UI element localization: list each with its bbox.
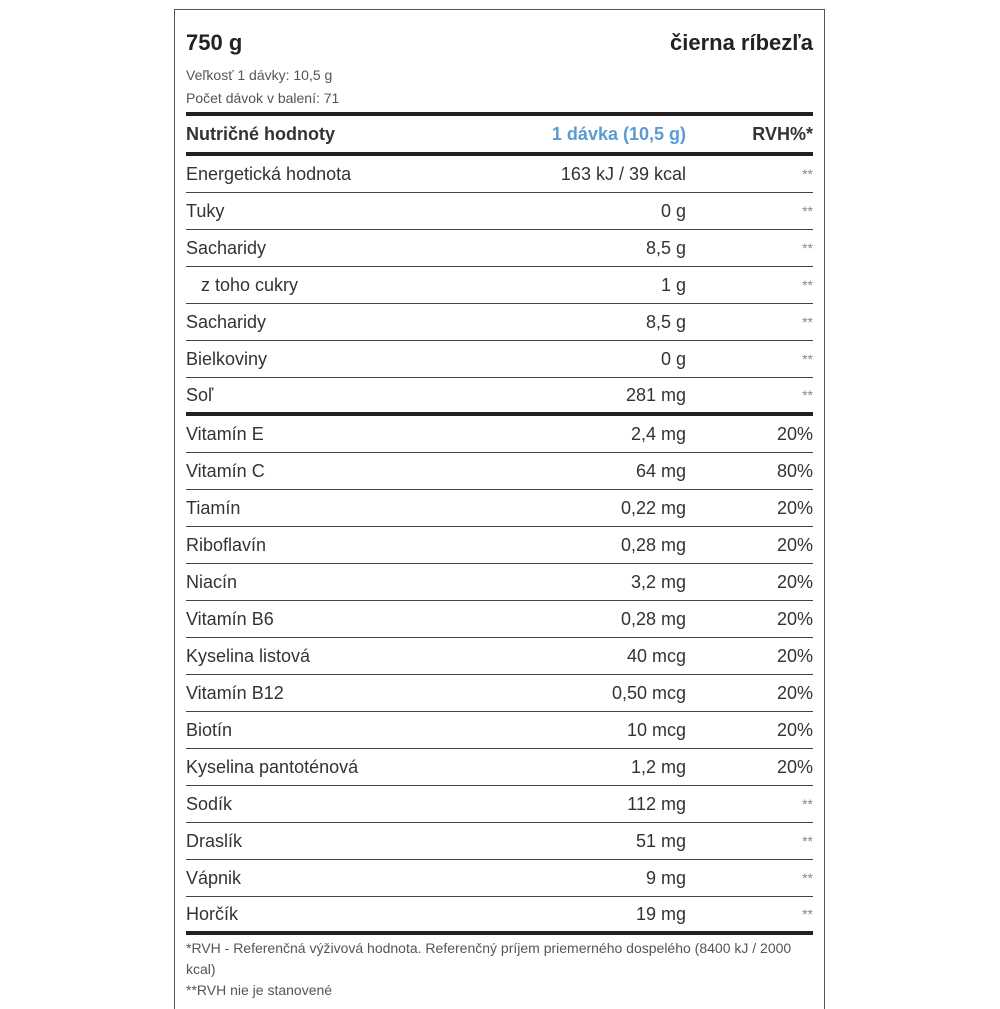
- nutrient-rvh: **: [802, 203, 813, 219]
- table-row: Vitamín E 2,4 mg 20%: [186, 416, 813, 453]
- table-row: Biotín 10 mcg 20%: [186, 712, 813, 749]
- nutrient-value: 19 mg: [635, 903, 686, 924]
- nutrient-rvh: **: [802, 870, 813, 886]
- nutrient-name: Tiamín: [186, 497, 241, 518]
- nutrient-name: Kyselina pantoténová: [186, 756, 359, 777]
- nutrient-name: Niacín: [186, 571, 238, 592]
- nutrient-value: 51 mg: [635, 830, 686, 851]
- nutrient-rvh: **: [802, 277, 813, 293]
- table-row: Niacín 3,2 mg 20%: [186, 564, 813, 601]
- nutrient-name: Vitamín B12: [186, 682, 284, 703]
- table-row: Horčík 19 mg **: [186, 897, 813, 935]
- table-row: Draslík 51 mg **: [186, 823, 813, 860]
- nutrient-rvh: **: [802, 166, 813, 182]
- nutrient-name: Vápnik: [186, 867, 242, 888]
- nutrient-name: Sacharidy: [186, 311, 267, 332]
- table-row: Tuky 0 g **: [186, 193, 813, 230]
- table-row: Vitamín B12 0,50 mcg 20%: [186, 675, 813, 712]
- nutrient-rvh: **: [802, 351, 813, 367]
- table-row: Sacharidy 8,5 g **: [186, 230, 813, 267]
- nutrient-value: 0,22 mg: [620, 497, 686, 518]
- nutrient-name: Vitamín B6: [186, 608, 274, 629]
- footnote-1: *RVH - Referenčná výživová hodnota. Refe…: [186, 940, 792, 977]
- nutrient-value: 1,2 mg: [630, 756, 686, 777]
- nutrient-rvh: **: [802, 906, 813, 922]
- nutrient-value: 10 mcg: [626, 719, 686, 740]
- nutrient-name: Sacharidy: [186, 237, 267, 258]
- nutrient-name: Riboflavín: [186, 534, 267, 555]
- nutrient-name: Vitamín E: [186, 423, 264, 444]
- divider: [186, 112, 813, 116]
- servings-per-package: Počet dávok v balení: 71: [186, 90, 340, 106]
- nutrient-rvh: 20%: [776, 423, 813, 444]
- table-row: Kyselina pantoténová 1,2 mg 20%: [186, 749, 813, 786]
- table-row: Sacharidy 8,5 g **: [186, 304, 813, 341]
- nutrient-rvh: **: [802, 387, 813, 403]
- nutrient-rvh: 20%: [776, 682, 813, 703]
- nutrient-rvh: 20%: [776, 534, 813, 555]
- nutrient-rvh: **: [802, 796, 813, 812]
- nutrient-name: Sodík: [186, 793, 233, 814]
- nutrient-value: 281 mg: [625, 384, 686, 405]
- table-row: Sodík 112 mg **: [186, 786, 813, 823]
- column-serving: 1 dávka (10,5 g): [551, 123, 686, 144]
- nutrient-rvh: 20%: [776, 571, 813, 592]
- nutrient-value: 112 mg: [627, 793, 686, 814]
- table-row: Kyselina listová 40 mcg 20%: [186, 638, 813, 675]
- nutrient-name: Vitamín C: [186, 460, 265, 481]
- nutrient-value: 0,50 mcg: [611, 682, 686, 703]
- column-nutrients: Nutričné hodnoty: [186, 123, 335, 144]
- nutrient-name: z toho cukry: [201, 274, 299, 295]
- nutrient-name: Bielkoviny: [186, 348, 268, 369]
- column-rvh: RVH%*: [752, 123, 813, 144]
- table-row: Energetická hodnota 163 kJ / 39 kcal **: [186, 156, 813, 193]
- flavor: čierna ríbezľa: [670, 30, 813, 55]
- table-row: Riboflavín 0,28 mg 20%: [186, 527, 813, 564]
- nutrient-rvh: 80%: [776, 460, 813, 481]
- nutrient-name: Tuky: [186, 200, 225, 221]
- nutrient-value: 9 mg: [645, 867, 686, 888]
- nutrient-rvh: 20%: [776, 497, 813, 518]
- nutrient-value: 0,28 mg: [620, 534, 686, 555]
- footnote-2: **RVH nie je stanovené: [186, 982, 333, 998]
- nutrient-value: 8,5 g: [645, 237, 686, 258]
- nutrient-value: 0 g: [660, 200, 686, 221]
- nutrient-name: Draslík: [186, 830, 243, 851]
- nutrient-value: 3,2 mg: [630, 571, 686, 592]
- label-header: 750 g čierna ríbezľa Veľkosť 1 dávky: 10…: [186, 10, 813, 112]
- nutrient-rvh: **: [802, 240, 813, 256]
- table-header: Nutričné hodnoty 1 dávka (10,5 g) RVH%*: [186, 116, 813, 156]
- nutrient-name: Kyselina listová: [186, 645, 311, 666]
- table-row: Bielkoviny 0 g **: [186, 341, 813, 378]
- table-row: Vitamín C 64 mg 80%: [186, 453, 813, 490]
- nutrient-name: Soľ: [186, 384, 214, 405]
- nutrient-name: Horčík: [186, 903, 239, 924]
- nutrient-rvh: 20%: [776, 645, 813, 666]
- package-weight: 750 g: [186, 30, 243, 55]
- table-row: z toho cukry 1 g **: [186, 267, 813, 304]
- nutrient-value: 0,28 mg: [620, 608, 686, 629]
- nutrient-value: 40 mcg: [626, 645, 686, 666]
- table-row: Soľ 281 mg **: [186, 378, 813, 416]
- nutrient-name: Biotín: [186, 719, 233, 740]
- nutrition-label: 750 g čierna ríbezľa Veľkosť 1 dávky: 10…: [174, 9, 825, 1009]
- nutrient-value: 163 kJ / 39 kcal: [560, 163, 686, 184]
- nutrient-rvh: 20%: [776, 719, 813, 740]
- nutrient-rvh: **: [802, 833, 813, 849]
- nutrient-value: 1 g: [660, 274, 686, 295]
- nutrient-rvh: 20%: [776, 756, 813, 777]
- nutrient-value: 2,4 mg: [630, 423, 686, 444]
- nutrient-value: 0 g: [660, 348, 686, 369]
- table-row: Vitamín B6 0,28 mg 20%: [186, 601, 813, 638]
- nutrient-rvh: **: [802, 314, 813, 330]
- table-row: Tiamín 0,22 mg 20%: [186, 490, 813, 527]
- nutrient-rvh: 20%: [776, 608, 813, 629]
- table-row: Vápnik 9 mg **: [186, 860, 813, 897]
- nutrient-value: 8,5 g: [645, 311, 686, 332]
- nutrient-value: 64 mg: [635, 460, 686, 481]
- nutrient-name: Energetická hodnota: [186, 163, 352, 184]
- serving-size: Veľkosť 1 dávky: 10,5 g: [186, 67, 333, 83]
